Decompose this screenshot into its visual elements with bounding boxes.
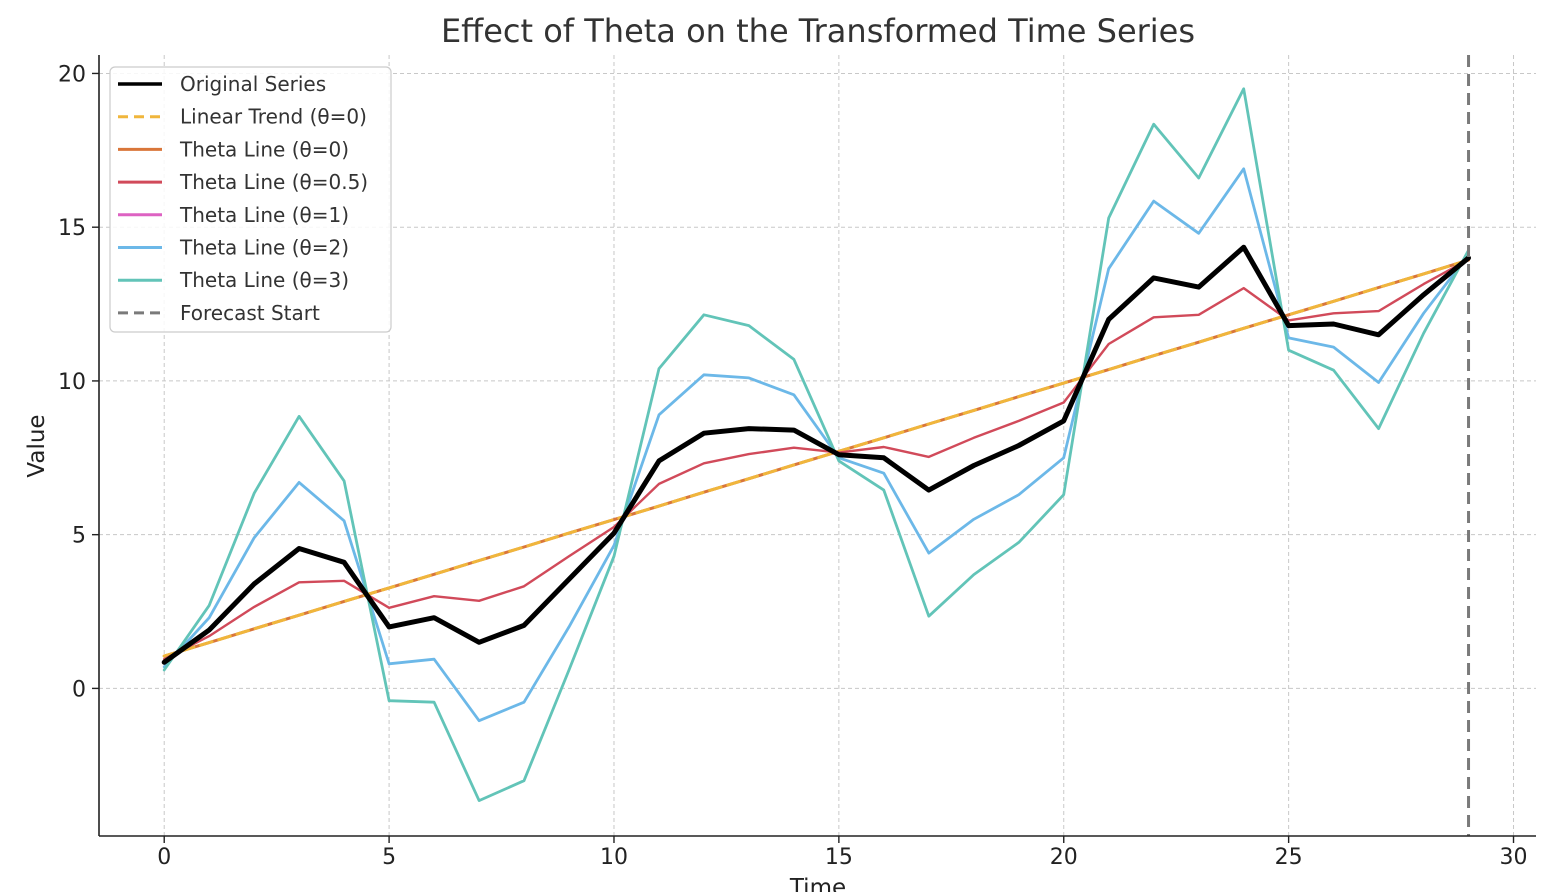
y-tick-label: 5 — [72, 524, 86, 549]
legend-label: Theta Line (θ=0.5) — [179, 170, 368, 194]
x-tick-label: 5 — [382, 845, 396, 870]
chart-title: Effect of Theta on the Transformed Time … — [441, 12, 1195, 50]
x-tick-label: 0 — [157, 845, 171, 870]
legend-label: Theta Line (θ=1) — [179, 203, 349, 227]
x-tick-label: 15 — [825, 845, 853, 870]
series-line-5 — [162, 167, 1470, 723]
y-tick-label: 15 — [58, 216, 86, 241]
y-tick-label: 0 — [72, 677, 86, 702]
x-tick-label: 20 — [1050, 845, 1078, 870]
legend-label: Linear Trend (θ=0) — [180, 105, 367, 129]
legend-box — [109, 66, 392, 333]
legend-label: Theta Line (θ=3) — [179, 268, 349, 292]
ticks-layer: 0 5 10 15 20 25 30 0 5 10 15 20 — [58, 62, 1528, 870]
x-tick-label: 30 — [1500, 845, 1528, 870]
axes-layer — [98, 55, 1536, 837]
legend-label: Theta Line (θ=0) — [179, 137, 349, 161]
legend-label: Original Series — [180, 72, 326, 96]
y-tick-label: 20 — [58, 62, 86, 87]
legend-label: Theta Line (θ=2) — [179, 236, 349, 260]
series-line-3 — [162, 258, 1470, 661]
y-tick-label: 10 — [58, 370, 86, 395]
series-line-1 — [162, 258, 1470, 658]
series-layer — [161, 55, 1471, 836]
x-tick-label: 10 — [600, 845, 628, 870]
x-axis-label: Time — [789, 875, 846, 892]
series-line-6 — [162, 87, 1470, 802]
series-line-0 — [161, 244, 1471, 665]
legend-label: Forecast Start — [180, 301, 320, 325]
x-tick-label: 25 — [1275, 845, 1303, 870]
legend: Original Series Linear Trend (θ=0) Theta L… — [109, 66, 392, 333]
y-axis-label: Value — [24, 414, 50, 477]
